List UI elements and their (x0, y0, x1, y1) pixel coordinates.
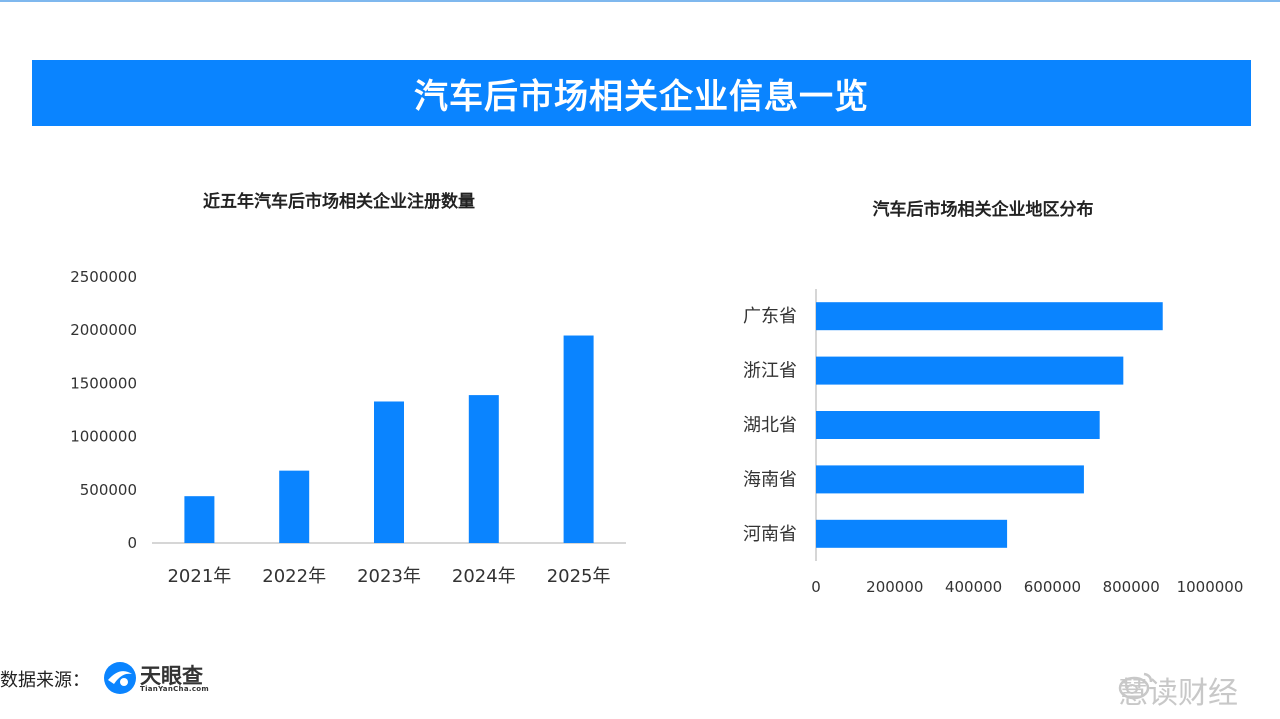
chart2-bar (816, 465, 1084, 494)
chart2-bar (816, 356, 1124, 385)
watermark: 慧读财经 (1118, 670, 1238, 711)
logo-subtext: TianYanCha.com (140, 685, 209, 693)
chart1-bar (374, 401, 404, 543)
watermark-text: 慧读财经 (1118, 676, 1238, 711)
chart2-x-tick-label: 1000000 (1177, 578, 1244, 596)
chart1-title: 近五年汽车后市场相关企业注册数量 (203, 191, 475, 212)
top-border-line (0, 0, 1280, 2)
tianyancha-logo-icon (104, 662, 136, 694)
chart2-y-tick-label: 广东省 (743, 306, 797, 327)
chart1-y-tick-label: 2500000 (70, 268, 137, 286)
tianyancha-logo: 天眼查 TianYanCha.com (102, 658, 222, 698)
weibo-icon (1118, 672, 1153, 700)
chart2-y-tick-label: 浙江省 (743, 361, 797, 382)
chart1-bar (468, 395, 499, 543)
chart2-x-tick-label: 0 (811, 578, 821, 596)
chart1-x-tick-label: 2022年 (262, 566, 326, 587)
chart1-x-tick-label: 2021年 (167, 566, 231, 587)
chart2-title: 汽车后市场相关企业地区分布 (873, 199, 1094, 220)
logo-text: 天眼查 (140, 664, 203, 688)
chart1-y-tick-label: 2000000 (70, 321, 137, 339)
source-label: 数据来源： (0, 670, 90, 691)
chart2-bar (816, 411, 1100, 439)
chart2-x-tick-label: 800000 (1103, 578, 1160, 596)
chart1-y-tick-label: 0 (127, 534, 137, 552)
chart1-bar (279, 470, 310, 543)
chart1-y-tick-label: 500000 (80, 481, 137, 499)
chart2-y-tick-label: 河南省 (743, 524, 797, 545)
chart2-y-tick-label: 湖北省 (743, 415, 797, 436)
chart1-x-tick-label: 2025年 (547, 566, 611, 587)
chart1-y-tick-label: 1000000 (70, 428, 137, 446)
chart1-bar (184, 496, 215, 543)
chart1-bar (563, 335, 594, 543)
chart2-x-tick-label: 600000 (1024, 578, 1081, 596)
registration-bar-chart: 近五年汽车后市场相关企业注册数量 0 500000 1000000 1500000 20… (70, 191, 626, 587)
chart2-bar (816, 519, 1008, 548)
chart1-x-tick-label: 2024年 (452, 566, 516, 587)
page-title: 汽车后市场相关企业信息一览 (414, 76, 869, 117)
data-source: 数据来源： (0, 664, 90, 694)
page-title-banner: 汽车后市场相关企业信息一览 (32, 60, 1251, 126)
chart2-x-tick-label: 400000 (945, 578, 1002, 596)
chart1-y-tick-label: 1500000 (70, 374, 137, 392)
chart1-x-tick-label: 2023年 (357, 566, 421, 587)
chart2-y-tick-label: 海南省 (743, 469, 797, 490)
chart2-x-tick-label: 200000 (866, 578, 923, 596)
chart2-bar (816, 302, 1163, 331)
